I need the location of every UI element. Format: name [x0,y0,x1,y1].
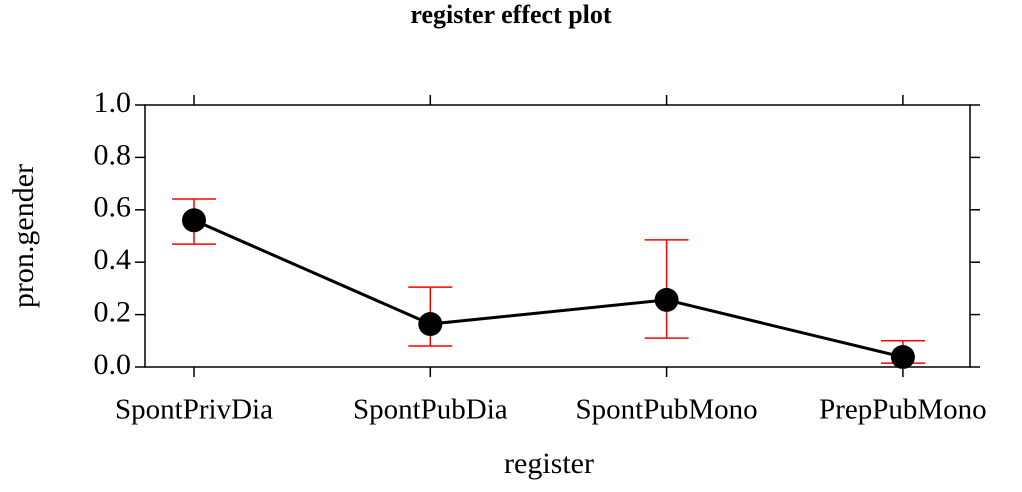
y-tick-label: 0.8 [94,138,132,171]
point [654,287,679,312]
y-axis-label: pron.gender [7,164,40,308]
x-tick-label: PrepPubMono [819,394,987,426]
x-tick-label: SpontPrivDia [115,394,273,426]
y-tick-label: 0.2 [94,295,132,328]
chart-title: register effect plot [410,0,611,29]
y-tick-label: 0.0 [94,348,132,381]
x-tick-label: SpontPubDia [353,394,508,426]
y-tick-label: 1.0 [94,86,132,119]
plot-frame [144,104,971,368]
point [418,312,443,337]
y-tick-label: 0.6 [94,191,132,224]
point [890,345,915,370]
line [193,218,904,359]
y-tick-label: 0.4 [94,243,132,276]
point [182,208,206,233]
x-tick-label: SpontPubMono [576,394,758,426]
x-axis-label: register [504,447,594,480]
